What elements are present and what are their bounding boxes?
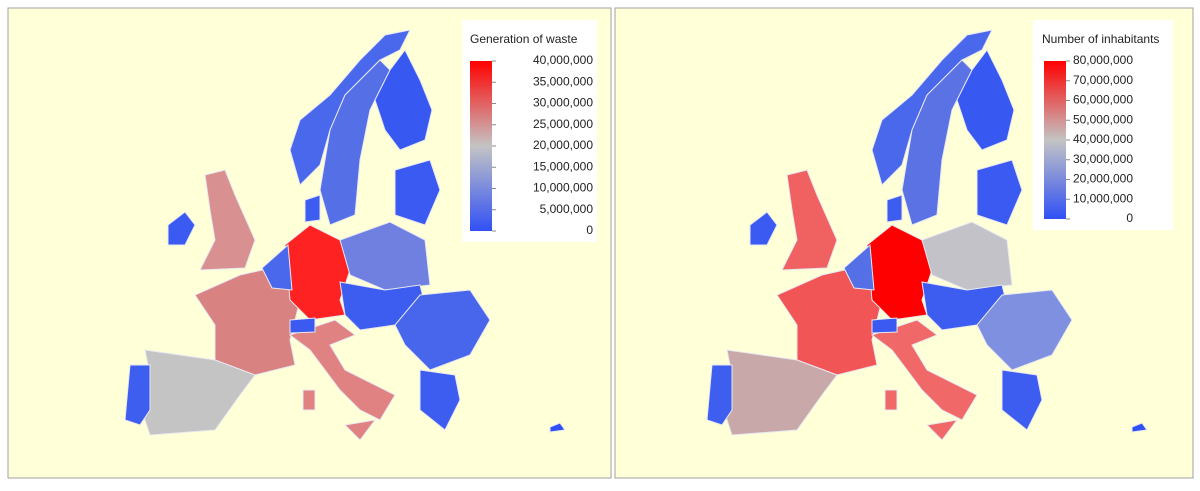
tick-label: 40,000,000 [1073,132,1133,146]
tick-label: 40,000,000 [533,53,593,67]
tick-label: 70,000,000 [1073,73,1133,87]
tick-label: 0 [1126,211,1133,225]
country [304,194,321,223]
color-bar [1044,61,1066,219]
tick-label: 35,000,000 [533,74,593,88]
tick-label: 10,000,000 [1073,191,1133,205]
country [886,194,903,223]
tick-label: 15,000,000 [533,159,593,173]
tick-label: 50,000,000 [1073,112,1133,126]
tick-label: 20,000,000 [1073,172,1133,186]
legend-title: Number of inhabitants [1042,32,1159,46]
tick-label: 25,000,000 [533,117,593,131]
tick-label: 10,000,000 [533,181,593,195]
country [289,317,316,334]
country [124,364,151,426]
tick-label: 0 [586,223,593,237]
country [871,317,898,334]
legend-title: Generation of waste [470,32,578,46]
tick-label: 80,000,000 [1073,53,1133,67]
tick-label: 30,000,000 [1073,152,1133,166]
tick-label: 60,000,000 [1073,93,1133,107]
tick-label: 20,000,000 [533,138,593,152]
tick-label: 30,000,000 [533,96,593,110]
color-bar [470,61,492,231]
tick-label: 5,000,000 [540,202,594,216]
country [706,364,733,426]
